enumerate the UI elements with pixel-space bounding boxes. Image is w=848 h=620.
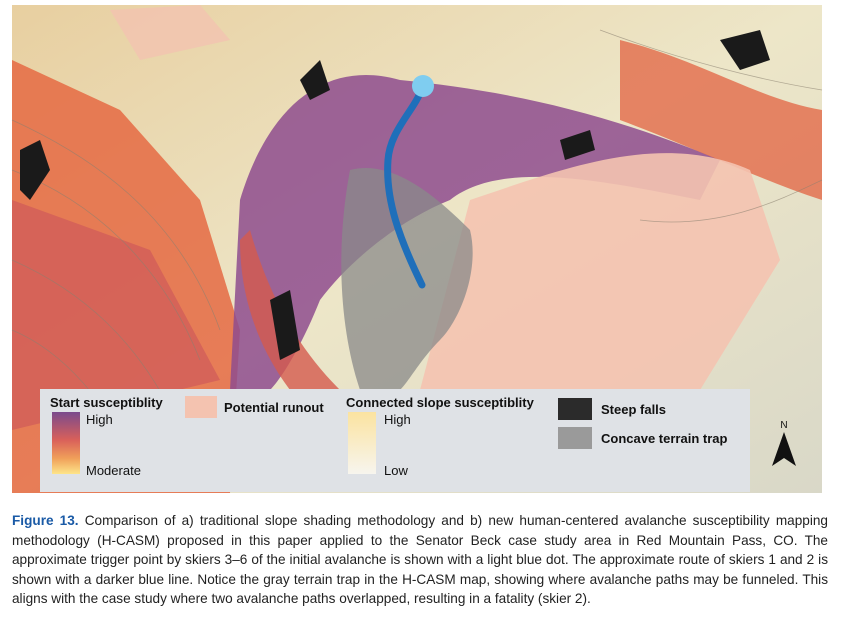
caption-label: Figure 13. bbox=[12, 513, 79, 528]
north-arrow bbox=[772, 432, 796, 466]
legend-label: High bbox=[384, 412, 411, 427]
runout-area bbox=[110, 5, 230, 60]
legend-box bbox=[40, 389, 750, 492]
legend-label: Potential runout bbox=[224, 400, 324, 415]
legend-label: High bbox=[86, 412, 113, 427]
legend-title: Start susceptiblity bbox=[50, 395, 163, 410]
legend-swatch bbox=[558, 427, 592, 449]
caption: Figure 13. Comparison of a) traditional … bbox=[12, 511, 828, 609]
legend-label: Moderate bbox=[86, 463, 141, 478]
legend-label: Concave terrain trap bbox=[601, 431, 727, 446]
start-zone bbox=[240, 230, 340, 390]
legend-label: Low bbox=[384, 463, 408, 478]
figure-map: Start susceptiblity High Moderate Potent… bbox=[11, 5, 823, 493]
north-label: N bbox=[780, 420, 787, 431]
slope-area bbox=[12, 200, 220, 430]
legend-label: Steep falls bbox=[601, 402, 666, 417]
steep-falls-areas bbox=[20, 30, 770, 360]
caption-text: Comparison of a) traditional slope shadi… bbox=[12, 513, 828, 606]
runout-area bbox=[420, 153, 780, 390]
legend-swatch bbox=[348, 412, 376, 474]
legend-swatch bbox=[558, 398, 592, 420]
skier-route bbox=[384, 84, 426, 289]
start-zone bbox=[230, 75, 720, 390]
trigger-point bbox=[412, 75, 434, 97]
slope-area bbox=[620, 40, 822, 200]
legend-title: Connected slope susceptiblity bbox=[346, 395, 535, 410]
legend-swatch bbox=[185, 396, 217, 418]
terrain-trap bbox=[341, 168, 473, 390]
legend-swatch bbox=[52, 412, 80, 474]
